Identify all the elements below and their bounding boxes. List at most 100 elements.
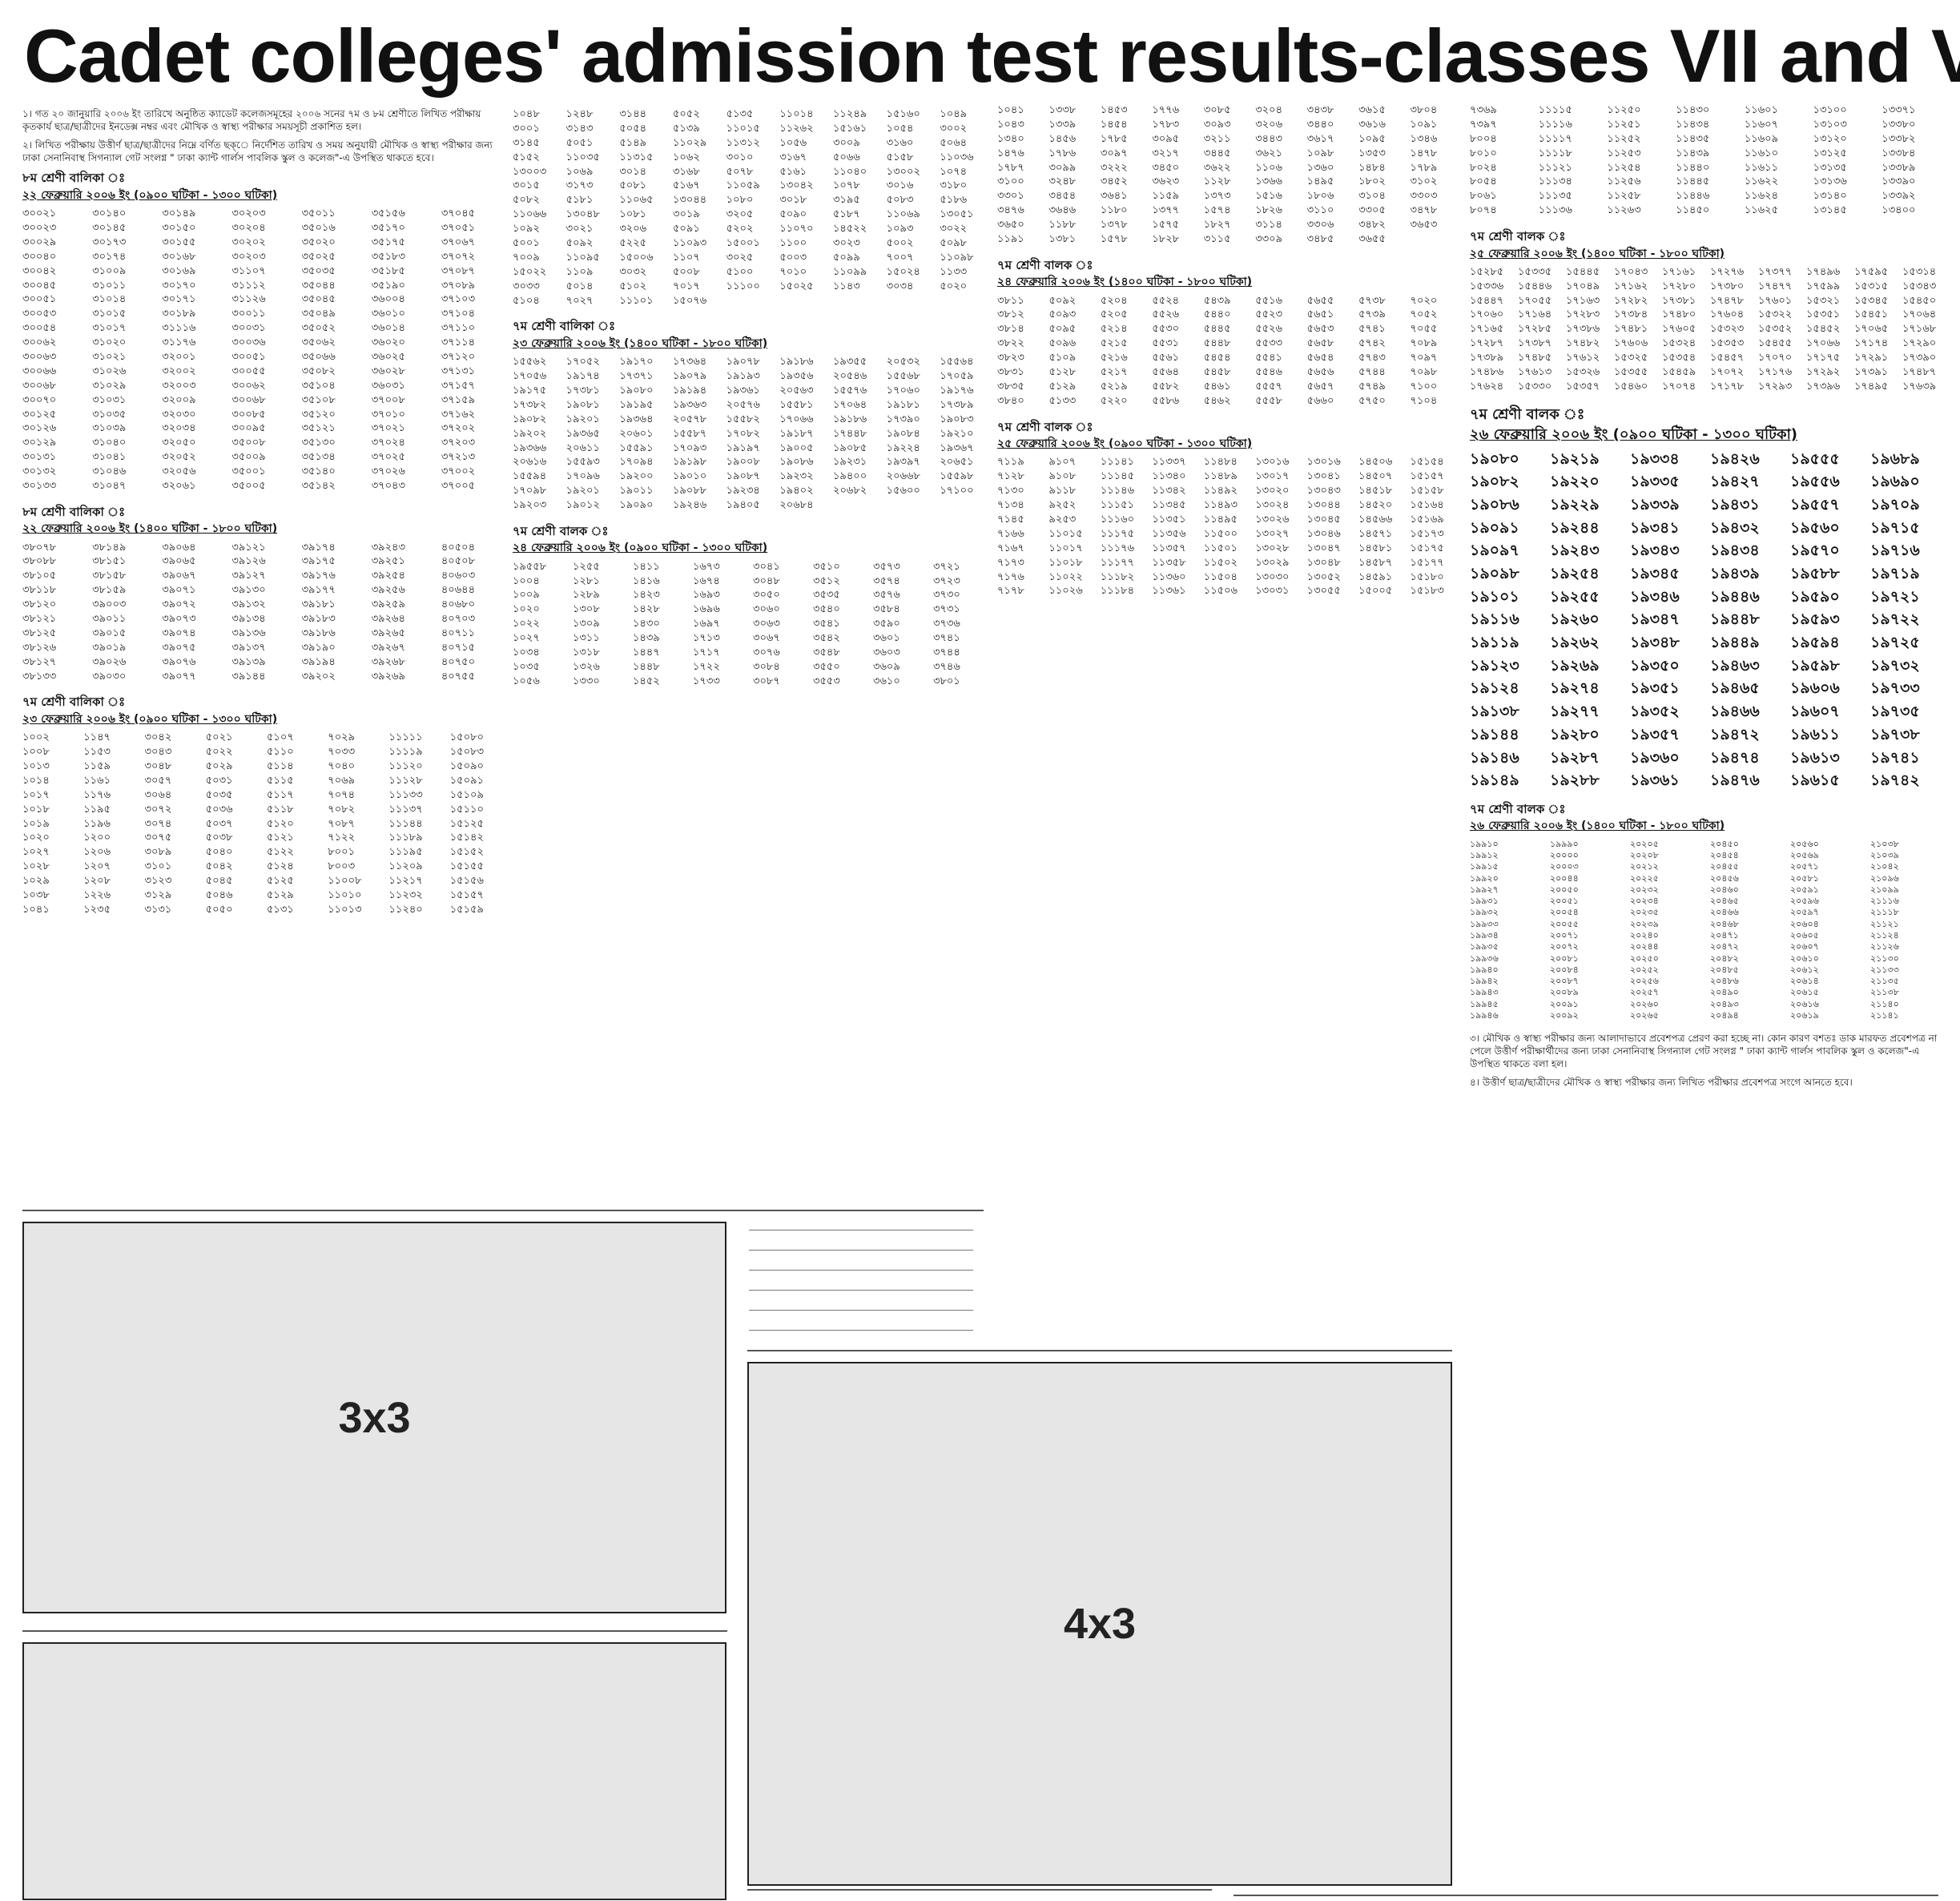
index-number: ৩৩০১	[997, 190, 1024, 203]
index-number: ১১০৬	[1255, 161, 1282, 174]
index-number: ২০৬১৬	[513, 456, 547, 469]
index-number: ৯১০৮	[1048, 470, 1077, 483]
index-number: ১৯৯২৭	[1470, 884, 1499, 895]
index-number: ১১৫০৬	[1203, 585, 1238, 598]
index-number: ৩৭১৬২	[441, 408, 476, 421]
index-number: ৩০৬৭	[753, 632, 780, 645]
index-number: ১৯৫৮৮	[1790, 565, 1840, 583]
index-number: ৫১২৫	[267, 875, 294, 888]
index-number: ১৪৫১৮	[1358, 485, 1393, 497]
index-number: ৩৯০৭২	[162, 598, 196, 611]
index-number: ১৯৩৬৪	[619, 413, 654, 425]
results-section: ৭ম শ্রেণী বালিকা ঃ ২৩ ফেব্রুয়ারি ২০০৬ ইং…	[22, 695, 503, 916]
index-number: ১৩০৪৫	[1306, 513, 1341, 526]
index-number: ২০৪৯৪	[1710, 1010, 1739, 1021]
index-number: ৫৫৫৭	[1255, 380, 1282, 393]
index-number: ১১৫০৪	[1203, 570, 1238, 583]
index-number: ১৯২৭৭	[1550, 703, 1600, 721]
index-number: ৫০৩৫	[205, 788, 233, 801]
index-number: ১৯০৭৯	[673, 370, 707, 383]
index-number: ১৯৭১৫	[1870, 518, 1920, 537]
index-number: ১৭৮৫	[1100, 132, 1128, 145]
index-number: ৫১৩৯	[673, 122, 700, 135]
index-number: ১১১৪৫	[1100, 470, 1135, 483]
index-number: ১৫০২৪	[886, 265, 920, 278]
index-number: ১৭০৯৬	[565, 470, 600, 483]
index-number: ৩০১২৬	[22, 422, 57, 435]
index-number: ১২৮৯	[573, 589, 600, 602]
index-number: ৩০০৬৮	[22, 379, 57, 392]
index-number: ৫৬৫৩	[1306, 323, 1334, 336]
index-number: ১৩০২০	[1255, 485, 1290, 497]
index-number: ৭০১০	[779, 265, 807, 278]
index-number: ১৪২৮	[633, 603, 660, 616]
index-number: ৫০২১	[205, 731, 233, 744]
index-number: ৭০৩৩	[328, 746, 356, 759]
index-number: ৩০৯৯	[1048, 161, 1077, 174]
index-number: ৩০৮৭	[753, 675, 780, 687]
index-number: ১৯০১২	[565, 499, 600, 512]
index-number: ৩৫১৪০	[301, 465, 336, 478]
index-number: ১১১০১	[619, 294, 654, 307]
index-number: ১৯০১০	[673, 470, 707, 483]
index-number: ১৪৯৫	[1306, 175, 1334, 188]
index-number: ১৩১২৫	[1813, 147, 1847, 159]
index-number: ৩৬০৩	[873, 646, 900, 659]
index-number: ৩০১৮৯	[162, 308, 196, 320]
index-number: ৩৮১২	[997, 308, 1024, 321]
index-number: ১৪৫০৬	[1358, 456, 1393, 469]
index-number: ১৪৫২০	[1358, 499, 1393, 512]
index-number: ৩০০৩১	[231, 322, 266, 335]
index-number: ১৭৩৮৯	[940, 398, 974, 411]
index-number: ১০২৭	[513, 632, 540, 645]
index-number: ১৯২৮৮	[1550, 771, 1600, 790]
index-number: ১৪৩০	[633, 618, 660, 630]
index-number: ৫২১৬	[1100, 352, 1128, 364]
index-number: ৫৭৪২	[1358, 337, 1386, 350]
index-number: ১১২৪০	[388, 903, 423, 916]
index-number: ১৩১০৩	[1813, 118, 1847, 131]
index-number: ১৭৮৬	[1048, 147, 1077, 159]
index-number: ১৯৯৪৩	[1470, 987, 1499, 998]
index-number: ১০০৪	[513, 574, 540, 587]
index-number: ২০৪৯৩	[1710, 998, 1739, 1009]
index-number: ১৯৩৪৭	[1630, 610, 1680, 629]
index-number: ৫০৪৫	[205, 875, 233, 888]
index-number: ১৭৩৩	[693, 675, 720, 687]
index-number: ১৫৫৯১	[619, 441, 654, 454]
index-number: ৫১০৯	[1048, 352, 1077, 364]
index-number: ১০২৭	[22, 846, 50, 859]
index-number: ৩০০৬২	[231, 379, 266, 392]
index-number: ১৫৫৮১	[779, 398, 814, 411]
index-number: ৩০১৬	[886, 179, 914, 192]
index-number: ১৩৩৯২	[1882, 190, 1916, 203]
index-number: ১৭০৬৪	[833, 398, 867, 411]
results-section: ৭ম শ্রেণী বালক ঃ ২৫ ফেব্রুয়ারি ২০০৬ ইং (…	[997, 420, 1454, 599]
index-number: ১৫০২২	[513, 265, 547, 278]
index-number: ৫১২২	[267, 846, 294, 859]
index-number: ১৫১১০	[449, 803, 484, 816]
index-number: ৭৩৯৭	[1470, 118, 1497, 131]
index-number: ৫৫২৬	[1152, 308, 1180, 321]
section-divider	[1234, 1895, 1938, 1896]
index-number: ১১৪৭	[83, 731, 111, 744]
index-number: ১১৩৪২	[1152, 485, 1186, 497]
index-number: ১১১১৭	[1538, 132, 1572, 145]
index-number: ১৩০৪৪	[1306, 499, 1341, 512]
index-number: ১৭১৬৮	[1902, 323, 1937, 336]
index-number: ১৫০৭৬	[673, 294, 707, 307]
index-number: ৫০২৯	[205, 759, 233, 772]
section-divider	[22, 1630, 727, 1632]
index-number: ৩১০১৪	[92, 293, 127, 306]
index-number: ২০০৫১	[1550, 896, 1579, 907]
index-number: ৫২০৪	[1100, 294, 1128, 307]
index-number: ২০৬১৫	[1790, 987, 1819, 998]
index-number: ৩৪৮৫	[1306, 233, 1334, 246]
index-number: ৩৯২৬৮	[371, 655, 405, 668]
index-number: ৩৯১৩২	[231, 598, 266, 611]
index-number: ১১২০৯	[388, 860, 423, 873]
index-number: ১৫৪৫৭	[1710, 352, 1745, 364]
index-number: ১৯৬০৬	[1790, 679, 1840, 698]
index-number: ১৭৬১৩	[1518, 366, 1552, 379]
index-number: ৩০১৭৪	[92, 250, 127, 263]
